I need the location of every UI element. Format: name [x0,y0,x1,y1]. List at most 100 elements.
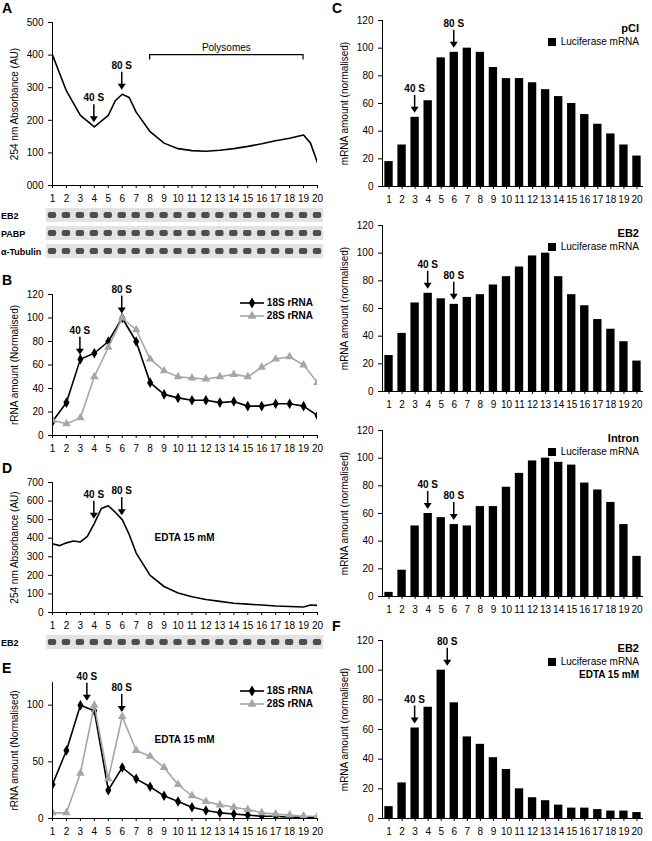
svg-text:17: 17 [270,443,282,454]
svg-text:14: 14 [553,194,565,205]
svg-text:1: 1 [50,826,56,837]
svg-text:16: 16 [256,620,268,631]
svg-text:6: 6 [451,194,457,205]
svg-text:12: 12 [200,620,212,631]
svg-text:17: 17 [592,194,604,205]
svg-text:20: 20 [312,620,324,631]
svg-text:700: 700 [27,477,44,488]
svg-text:120: 120 [357,220,374,231]
svg-text:13: 13 [214,443,226,454]
svg-text:60: 60 [362,98,374,109]
svg-text:1: 1 [50,443,56,454]
svg-text:15: 15 [566,604,578,615]
svg-text:80: 80 [32,336,44,347]
svg-text:8: 8 [478,604,484,615]
svg-text:19: 19 [298,826,310,837]
svg-text:6: 6 [451,826,457,837]
svg-text:2: 2 [399,194,405,205]
svg-text:12: 12 [527,399,539,410]
svg-text:3: 3 [412,604,418,615]
svg-text:6: 6 [451,604,457,615]
svg-text:2: 2 [64,826,70,837]
svg-text:40 S: 40 S [84,489,105,500]
svg-text:20: 20 [631,399,643,410]
svg-text:4: 4 [425,604,431,615]
svg-text:80 S: 80 S [111,60,132,71]
svg-text:12: 12 [200,443,212,454]
svg-text:80 S: 80 S [443,490,464,501]
svg-text:300: 300 [27,551,44,562]
svg-text:19: 19 [618,604,630,615]
svg-text:100: 100 [357,452,374,463]
svg-text:100: 100 [357,247,374,258]
svg-text:13: 13 [540,826,552,837]
svg-text:14: 14 [553,399,565,410]
svg-text:500: 500 [27,17,44,28]
svg-text:8: 8 [147,193,153,204]
svg-text:254 nm Absorbance (AU): 254 nm Absorbance (AU) [9,48,20,160]
svg-text:10: 10 [501,604,513,615]
svg-text:80 S: 80 S [443,270,464,281]
svg-text:5: 5 [106,620,112,631]
svg-text:10: 10 [501,399,513,410]
svg-text:17: 17 [592,604,604,615]
svg-text:18: 18 [284,620,296,631]
svg-text:80: 80 [362,70,374,81]
svg-text:EDTA 15 mM: EDTA 15 mM [154,532,214,543]
svg-text:300: 300 [27,82,44,93]
svg-text:400: 400 [27,49,44,60]
svg-text:40 S: 40 S [404,83,425,94]
svg-text:80 S: 80 S [111,682,132,693]
svg-text:500: 500 [27,514,44,525]
svg-text:5: 5 [438,399,444,410]
svg-text:50: 50 [32,756,44,767]
svg-text:17: 17 [270,826,282,837]
svg-text:13: 13 [214,826,226,837]
svg-text:6: 6 [119,443,125,454]
svg-text:60: 60 [362,724,374,735]
svg-text:2: 2 [64,443,70,454]
svg-text:13: 13 [540,399,552,410]
svg-text:9: 9 [491,604,497,615]
svg-text:20: 20 [312,826,324,837]
svg-text:11: 11 [514,194,525,205]
svg-text:40 S: 40 S [70,325,91,336]
svg-text:7: 7 [133,193,139,204]
svg-text:40: 40 [362,753,374,764]
svg-text:mRNA amount (normalised): mRNA amount (normalised) [339,668,350,791]
svg-text:9: 9 [161,193,167,204]
svg-text:0: 0 [368,813,374,824]
svg-text:12: 12 [527,826,539,837]
svg-text:20: 20 [631,194,643,205]
svg-text:rRNA amount (Normalised): rRNA amount (Normalised) [9,305,20,425]
svg-text:9: 9 [491,399,497,410]
svg-text:16: 16 [256,193,268,204]
svg-text:16: 16 [579,194,591,205]
svg-text:9: 9 [161,826,167,837]
svg-text:11: 11 [187,826,198,837]
svg-text:1: 1 [386,604,392,615]
svg-text:15: 15 [242,826,254,837]
svg-text:19: 19 [618,194,630,205]
svg-text:10: 10 [172,826,184,837]
svg-text:18: 18 [605,399,617,410]
svg-text:rRNA amount (Normalised): rRNA amount (Normalised) [9,690,20,810]
svg-text:9: 9 [491,826,497,837]
svg-text:12: 12 [527,194,539,205]
svg-text:80: 80 [362,480,374,491]
svg-text:7: 7 [465,604,471,615]
svg-text:3: 3 [412,194,418,205]
svg-text:11: 11 [514,826,525,837]
svg-text:5: 5 [106,193,112,204]
svg-text:3: 3 [78,193,84,204]
svg-text:8: 8 [147,443,153,454]
svg-text:60: 60 [362,303,374,314]
svg-text:13: 13 [540,194,552,205]
svg-text:40 S: 40 S [77,671,98,682]
svg-text:EB2: EB2 [1,638,19,648]
svg-text:mRNA amount (normalised): mRNA amount (normalised) [339,247,350,370]
svg-text:8: 8 [478,399,484,410]
svg-text:20: 20 [362,358,374,369]
svg-text:20: 20 [362,783,374,794]
svg-text:80: 80 [362,694,374,705]
